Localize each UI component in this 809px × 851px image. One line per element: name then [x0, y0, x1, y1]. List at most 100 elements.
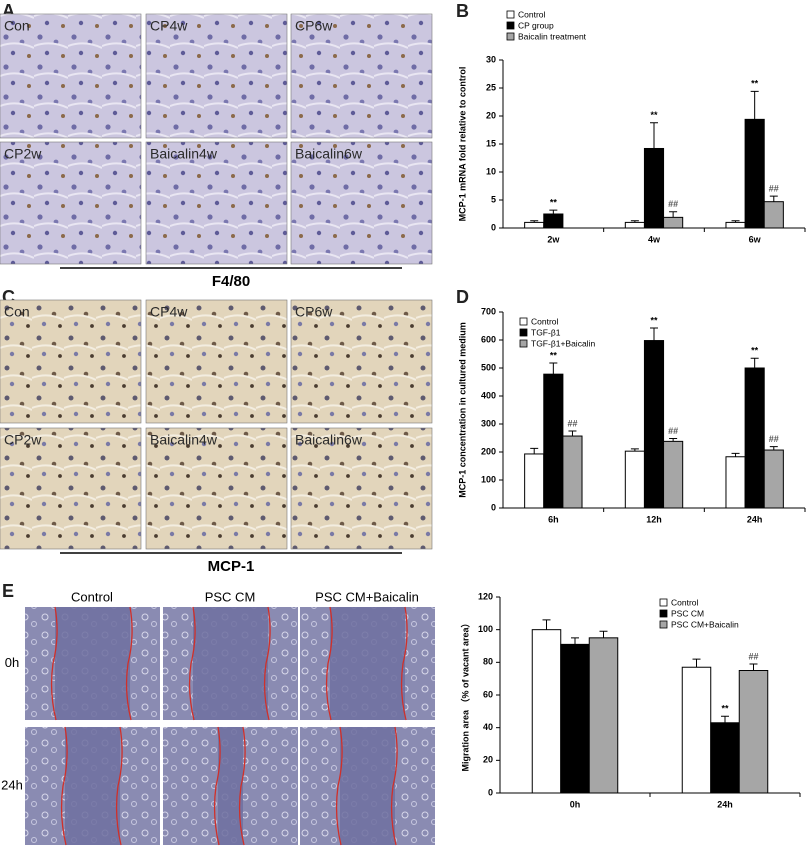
legend-label: TGF-β1+Baicalin	[531, 338, 595, 348]
micrograph	[290, 13, 433, 139]
y-tick-label: 60	[483, 689, 493, 699]
legend-label: Control	[671, 597, 699, 607]
panel-letter: B	[456, 1, 469, 21]
y-tick-label: 120	[478, 591, 493, 601]
bar	[710, 722, 740, 794]
bar	[725, 456, 746, 509]
significance-label: **	[751, 346, 759, 356]
error-bar	[571, 637, 579, 645]
scratch-gap	[55, 607, 130, 720]
y-tick-label: 700	[481, 306, 496, 316]
micrograph-label: CP6w	[295, 304, 333, 320]
wound-edge	[213, 726, 221, 846]
x-tick-label: 6w	[749, 234, 762, 244]
error-bar	[599, 630, 608, 638]
error-bar	[750, 357, 759, 368]
legend-swatch	[519, 328, 528, 337]
y-tick-label: 5	[491, 194, 496, 204]
column-label: PSC CM+Baicalin	[315, 589, 419, 604]
significance-label: **	[751, 79, 759, 89]
micrograph-label: CP2w	[4, 146, 42, 162]
significance-label: **	[550, 350, 558, 360]
panel-letter: E	[2, 581, 14, 601]
wound-edge	[238, 726, 246, 846]
x-tick-label: 0h	[570, 799, 581, 809]
error-bar	[669, 438, 678, 442]
y-tick-label: 25	[486, 82, 496, 92]
wound-edge	[390, 726, 398, 846]
legend-label: TGF-β1	[531, 327, 561, 337]
error-bar	[692, 658, 701, 668]
error-bar	[769, 446, 778, 451]
error-bar	[669, 211, 678, 218]
significance-label: ##	[769, 183, 779, 193]
bar	[562, 435, 583, 509]
micrograph-label: CP4w	[150, 18, 188, 34]
error-bar	[769, 195, 778, 202]
significance-label: **	[650, 315, 658, 325]
y-tick-label: 15	[486, 138, 496, 148]
legend-swatch	[519, 317, 528, 326]
error-bar	[568, 430, 577, 437]
error-bar	[650, 327, 658, 341]
scratch-gap	[330, 607, 405, 720]
micrograph-label: Baicalin4w	[150, 146, 218, 162]
x-tick-label: 2w	[547, 234, 560, 244]
micrograph	[0, 13, 142, 139]
x-tick-label: 24h	[717, 799, 733, 809]
error-bar	[630, 220, 639, 223]
error-bar	[750, 90, 759, 120]
micrograph	[145, 299, 288, 424]
legend-label: Control	[531, 316, 559, 326]
micrograph	[290, 299, 433, 424]
micrograph-label: CP4w	[150, 304, 188, 320]
y-tick-label: 0	[488, 787, 493, 797]
legend-label: Control	[518, 9, 546, 19]
y-tick-label: 500	[481, 362, 496, 372]
scratch-gap	[218, 727, 243, 845]
significance-label: **	[550, 197, 558, 207]
micrograph-label: Baicalin4w	[150, 432, 218, 448]
bar	[744, 118, 765, 229]
legend-swatch	[506, 32, 515, 41]
y-tick-label: 0	[491, 222, 496, 232]
y-tick-label: 10	[486, 166, 496, 176]
micrograph-label: Con	[4, 18, 30, 34]
micrograph	[0, 141, 142, 265]
micrograph	[0, 427, 142, 550]
error-bar	[630, 448, 639, 452]
bar	[543, 213, 564, 229]
scratch-gap	[65, 727, 120, 845]
bar	[681, 666, 712, 794]
wound-edge	[188, 606, 196, 721]
panel-letter: D	[456, 287, 469, 307]
error-bar	[749, 663, 758, 671]
stain-label: MCP-1	[208, 558, 255, 575]
error-bar	[721, 715, 729, 723]
y-tick-label: 100	[478, 624, 493, 634]
micrograph-label: CP2w	[4, 432, 42, 448]
significance-label: ##	[668, 199, 678, 209]
wound-edge	[115, 726, 123, 846]
y-tick-label: 30	[486, 54, 496, 64]
error-bar	[542, 619, 551, 630]
micrograph	[145, 13, 288, 139]
y-tick-label: 40	[483, 722, 493, 732]
bar	[663, 440, 684, 509]
significance-label: ##	[668, 426, 678, 436]
bar	[663, 216, 684, 229]
bar	[763, 449, 784, 509]
micrograph	[290, 427, 433, 550]
wound-edge	[400, 606, 408, 721]
significance-label: **	[650, 110, 658, 120]
significance-label: ##	[769, 434, 779, 444]
micrograph	[145, 427, 288, 550]
legend-label: PSC CM+Baicalin	[671, 619, 739, 629]
y-tick-label: 20	[486, 110, 496, 120]
legend-swatch	[659, 620, 668, 629]
scratch-gap	[193, 607, 268, 720]
wound-edge	[60, 726, 68, 846]
y-axis-label: Migration area （% of vacant area）	[460, 618, 470, 771]
y-axis-label: MCP-1 mRNA fold relative to control	[457, 67, 467, 222]
